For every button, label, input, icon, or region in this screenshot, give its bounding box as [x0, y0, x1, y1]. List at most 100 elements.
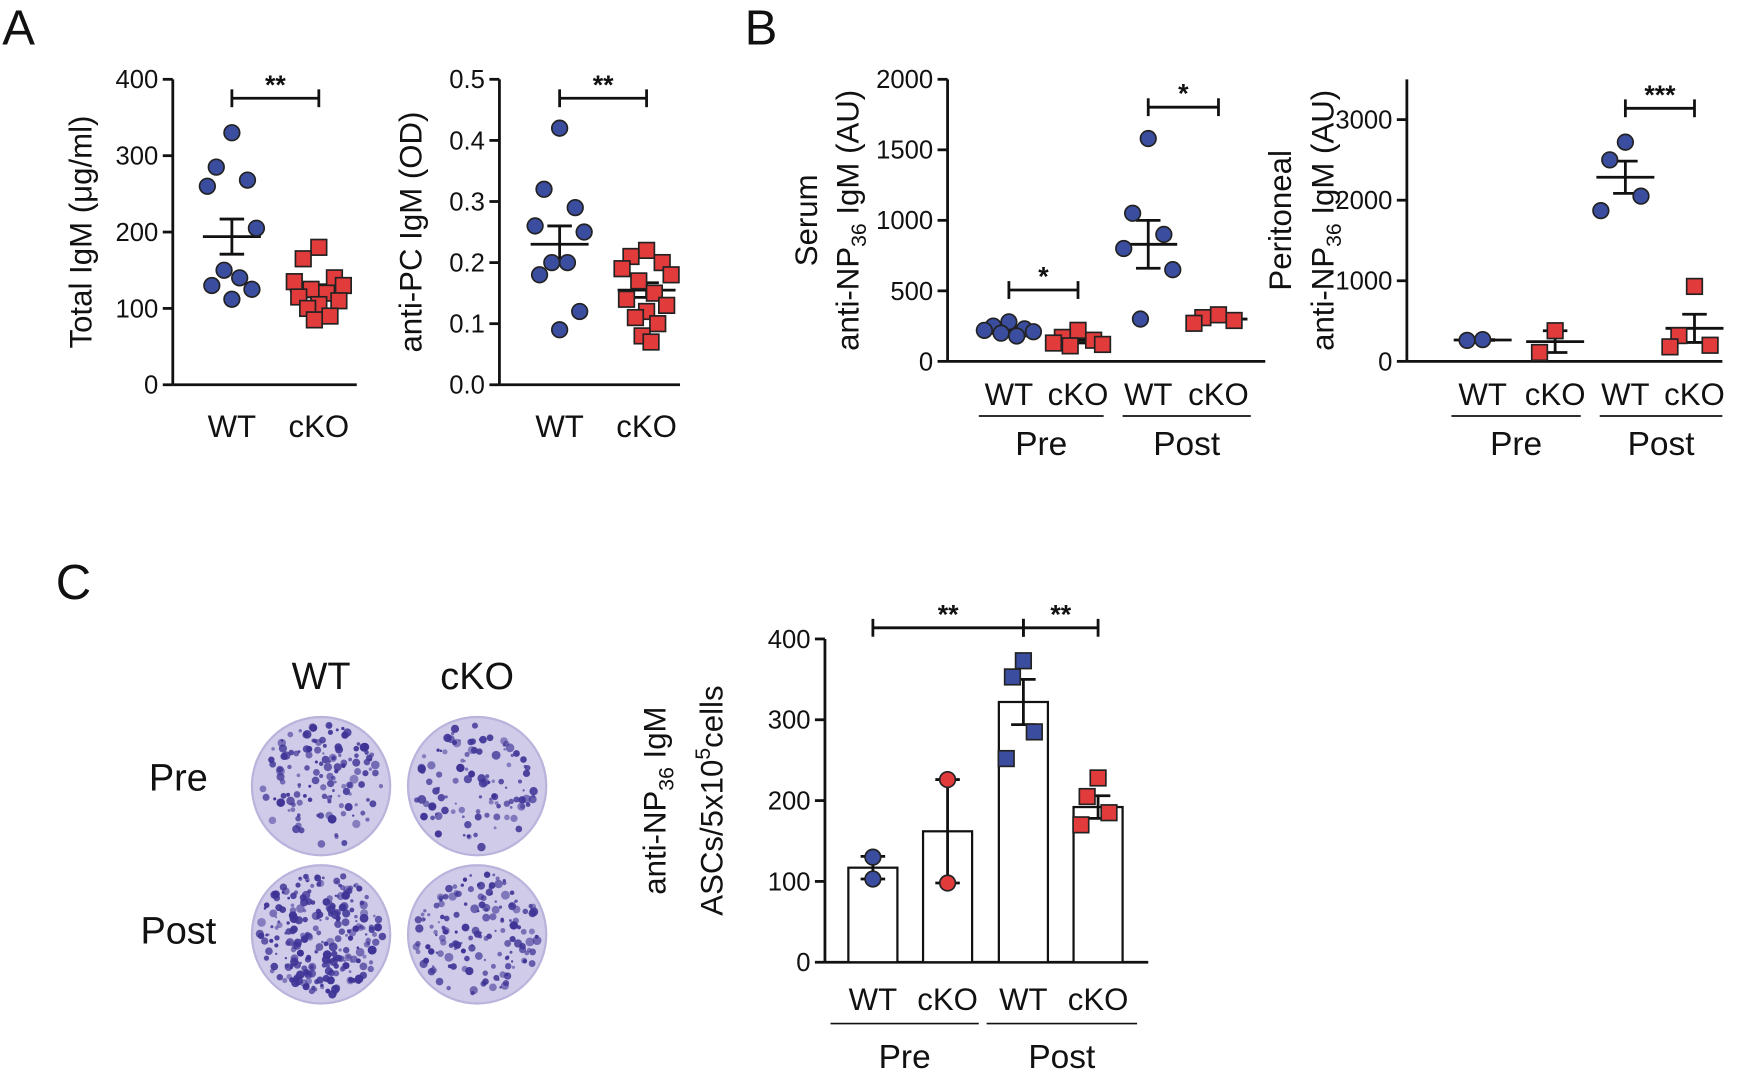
- plate-spot: [491, 750, 501, 760]
- plate-spot: [302, 916, 308, 923]
- plate-spot: [318, 879, 322, 884]
- y-axis-label-part: IgM: [638, 706, 673, 767]
- plate-spot: [318, 761, 324, 766]
- plate-spot: [374, 915, 383, 924]
- plate-spot: [321, 755, 330, 764]
- plate-spot: [257, 918, 266, 927]
- plate-spot: [341, 731, 349, 739]
- plate-spot: [486, 734, 494, 742]
- data-point: [1474, 330, 1492, 349]
- plate-row-label: Pre: [149, 758, 208, 800]
- plate-spot: [304, 877, 310, 883]
- plate-spot: [287, 809, 291, 812]
- plate-spot: [278, 744, 288, 753]
- plate-spot: [509, 935, 516, 943]
- plate-spot: [491, 793, 497, 799]
- data-point: [243, 280, 261, 298]
- y-axis-label-part: anti-NP: [638, 791, 673, 895]
- plate-spot: [274, 935, 280, 941]
- plate-spot: [461, 815, 465, 819]
- plate-spot: [365, 937, 371, 944]
- plate-spot: [482, 970, 489, 976]
- plate-spot: [350, 899, 354, 903]
- plate-spot: [417, 764, 426, 774]
- plate-spot: [504, 814, 510, 821]
- plate-spot: [524, 950, 530, 956]
- plate-spot: [286, 792, 291, 797]
- plate-spot: [322, 752, 325, 755]
- plate-spot: [365, 754, 373, 762]
- plate-spot: [326, 976, 335, 985]
- x-tick-label: WT: [208, 409, 257, 444]
- plate-spot: [316, 915, 320, 920]
- y-tick-label: 0.1: [449, 311, 485, 339]
- plate-spot: [521, 957, 528, 964]
- group-label: Post: [1628, 426, 1696, 463]
- plate-spot: [279, 883, 288, 891]
- plate-spot: [450, 809, 456, 815]
- data-point: [864, 870, 882, 888]
- data-point: [938, 874, 957, 892]
- data-point: [1632, 187, 1650, 205]
- plate-spot: [270, 962, 279, 971]
- y-axis-label-sup: 5: [692, 748, 715, 760]
- plate-spot: [341, 726, 345, 731]
- plate-spot: [367, 965, 374, 973]
- plate-spot: [275, 952, 278, 956]
- data-point: [626, 308, 645, 327]
- plate-spot: [296, 773, 301, 778]
- plate-spot: [477, 881, 486, 890]
- data-point: [992, 324, 1010, 342]
- plate-spot: [303, 793, 307, 798]
- plate-spot: [255, 929, 264, 938]
- plate-spot: [295, 815, 301, 822]
- y-axis-label: anti-PC IgM (OD): [393, 112, 428, 353]
- plate-spot: [493, 826, 497, 830]
- plate-spot: [270, 925, 274, 929]
- plate-spot: [494, 879, 503, 889]
- plate-spot: [289, 907, 297, 914]
- plate-spot: [368, 926, 375, 934]
- plate-spot: [289, 914, 299, 924]
- plate-spot: [364, 894, 369, 900]
- plate-spot: [359, 900, 365, 906]
- plate-spot: [372, 932, 377, 937]
- plate-spot: [277, 920, 281, 924]
- plate-spot: [314, 874, 319, 880]
- plate-spot: [528, 795, 537, 804]
- plate-spot: [509, 890, 515, 896]
- plate-spot: [333, 905, 336, 908]
- plate-spot: [321, 876, 325, 880]
- plate-spot: [484, 907, 489, 912]
- plate-spot: [450, 731, 455, 736]
- plate-spot: [338, 948, 342, 952]
- plate-spot: [361, 926, 366, 930]
- data-point: [1044, 334, 1063, 352]
- y-tick-label: 200: [768, 788, 811, 816]
- data-point: [558, 253, 577, 272]
- plate: [406, 864, 548, 1005]
- plate-spot: [365, 817, 370, 822]
- plate-spot: [503, 748, 506, 751]
- plate-spot: [338, 753, 342, 758]
- plate-spot: [364, 933, 368, 936]
- plate-spot: [509, 919, 512, 922]
- plate-spot: [290, 903, 295, 908]
- plate-spot: [371, 950, 376, 954]
- data-point: [649, 315, 667, 333]
- sig-label: **: [265, 70, 286, 100]
- plate-spot: [284, 957, 288, 960]
- plate-spot: [442, 893, 449, 900]
- plate-spot: [359, 913, 369, 923]
- plate-spot: [334, 935, 342, 943]
- plate-spot: [353, 745, 360, 752]
- plate-spot: [484, 812, 490, 818]
- data-point: [613, 260, 631, 278]
- data-point: [1155, 225, 1173, 244]
- plate-spot: [504, 786, 508, 789]
- plate-spot: [337, 794, 341, 798]
- plate-spot: [315, 739, 323, 746]
- plate-spot: [297, 949, 304, 957]
- plate-spot: [462, 833, 466, 837]
- plate-spot: [271, 747, 275, 751]
